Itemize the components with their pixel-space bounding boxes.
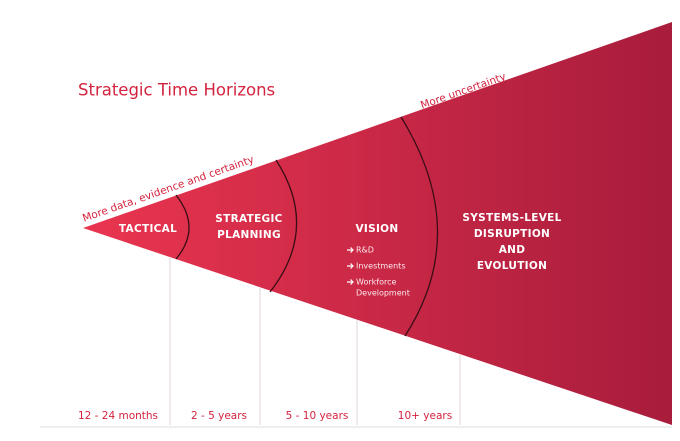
time-label: 5 - 10 years: [286, 410, 349, 422]
stage-label: PLANNING: [217, 229, 281, 241]
stage-arcs: [175, 116, 439, 337]
divider-lines: [169, 258, 461, 425]
arc: [175, 194, 190, 260]
stage-label: STRATEGIC: [215, 213, 282, 225]
bullet: Investments: [356, 262, 405, 271]
time-label: 2 - 5 years: [191, 410, 247, 422]
stage-label: VISION: [355, 223, 398, 235]
time-label: 10+ years: [398, 410, 452, 422]
stage-label: DISRUPTION: [474, 228, 550, 240]
time-label: 12 - 24 months: [78, 410, 158, 422]
vision-bullets: R&D Investments Workforce Development: [347, 246, 410, 298]
arrow-icon: [347, 263, 354, 269]
arc: [400, 116, 439, 337]
bullet: R&D: [356, 246, 374, 255]
arrow-icon: [347, 247, 354, 253]
stage-label: AND: [499, 244, 526, 256]
stage-label: TACTICAL: [119, 223, 177, 235]
arrow-icon: [347, 279, 354, 285]
title: Strategic Time Horizons: [78, 81, 275, 100]
bullet: Workforce: [356, 278, 396, 287]
horizon-cone: [83, 22, 672, 425]
stage-label: EVOLUTION: [477, 260, 547, 272]
bullet: Development: [356, 289, 410, 298]
stage-label: SYSTEMS-LEVEL: [462, 212, 561, 224]
arc: [269, 159, 298, 293]
